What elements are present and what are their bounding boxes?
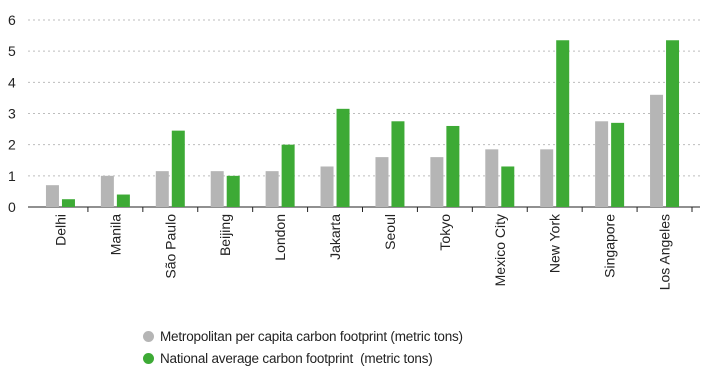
x-tick-label-10: Singapore bbox=[602, 214, 618, 278]
x-tick-label-9: New York bbox=[547, 213, 563, 273]
legend-label-national: National average carbon footprint (metri… bbox=[160, 350, 433, 366]
x-tick-label-8: Mexico City bbox=[492, 214, 508, 286]
bar-metropolitan-11 bbox=[650, 94, 664, 207]
x-tick-label-0: Delhi bbox=[52, 214, 68, 246]
y-tick-label-3: 3 bbox=[8, 106, 16, 122]
x-tick-label-5: Jakarta bbox=[327, 214, 343, 260]
legend-item-metropolitan: Metropolitan per capita carbon footprint… bbox=[143, 326, 463, 346]
bar-national-5 bbox=[336, 108, 350, 207]
bar-metropolitan-3 bbox=[210, 171, 224, 207]
bar-national-1 bbox=[116, 194, 130, 207]
bar-national-3 bbox=[226, 175, 240, 207]
bar-metropolitan-7 bbox=[430, 157, 444, 207]
bar-metropolitan-5 bbox=[320, 166, 334, 207]
bar-national-0 bbox=[61, 199, 75, 207]
y-tick-label-1: 1 bbox=[8, 168, 16, 184]
bar-metropolitan-8 bbox=[485, 149, 499, 207]
x-tick-label-11: Los Angeles bbox=[657, 214, 673, 290]
bar-metropolitan-4 bbox=[265, 171, 279, 207]
bar-metropolitan-0 bbox=[45, 185, 59, 207]
y-tick-label-6: 6 bbox=[8, 12, 16, 28]
legend-label-metropolitan: Metropolitan per capita carbon footprint… bbox=[160, 328, 463, 344]
bar-national-6 bbox=[391, 121, 405, 207]
bar-national-11 bbox=[666, 40, 680, 208]
legend-swatch-metropolitan bbox=[143, 330, 154, 342]
x-tick-label-7: Tokyo bbox=[437, 214, 453, 251]
bar-national-4 bbox=[281, 144, 295, 207]
y-tick-label-2: 2 bbox=[8, 137, 16, 153]
chart-legend: Metropolitan per capita carbon footprint… bbox=[143, 326, 463, 370]
bar-metropolitan-2 bbox=[155, 171, 169, 207]
bar-chart: 0 1 2 3 4 5 6 Delhi Manila São Paulo Beijing London… bbox=[8, 12, 700, 290]
x-tick-label-3: Beijing bbox=[217, 214, 233, 256]
bar-metropolitan-10 bbox=[595, 121, 609, 207]
bar-national-7 bbox=[446, 125, 460, 207]
y-tick-label-5: 5 bbox=[8, 43, 16, 59]
chart-canvas: 0 1 2 3 4 5 6 Delhi Manila São Paulo Beijing London… bbox=[8, 12, 700, 290]
bar-metropolitan-1 bbox=[100, 175, 114, 207]
y-tick-label-0: 0 bbox=[8, 199, 16, 215]
bar-national-9 bbox=[556, 40, 570, 208]
bar-national-2 bbox=[171, 130, 185, 207]
legend-swatch-national bbox=[143, 352, 154, 364]
bar-metropolitan-6 bbox=[375, 157, 389, 207]
legend-item-national: National average carbon footprint (metri… bbox=[143, 348, 463, 368]
bar-national-8 bbox=[501, 166, 515, 207]
y-tick-label-4: 4 bbox=[8, 74, 16, 90]
x-tick-label-1: Manila bbox=[107, 214, 123, 255]
x-tick-label-2: São Paulo bbox=[162, 214, 178, 279]
x-tick-label-6: Seoul bbox=[382, 214, 398, 250]
x-tick-label-4: London bbox=[272, 214, 288, 261]
bar-metropolitan-9 bbox=[540, 149, 554, 207]
bar-national-10 bbox=[611, 122, 625, 207]
